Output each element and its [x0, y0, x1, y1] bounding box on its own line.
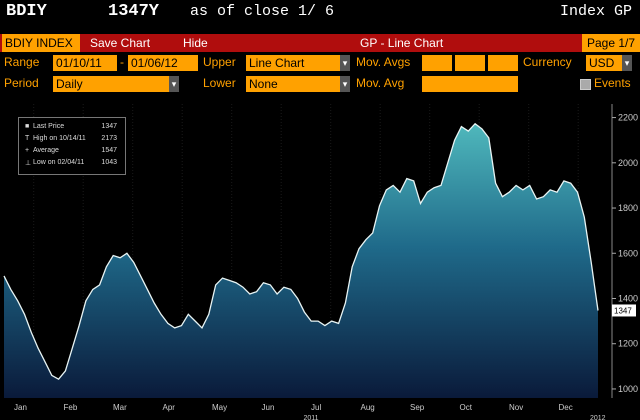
ticker-symbol: BDIY	[6, 2, 47, 21]
upper-select[interactable]: Line Chart	[246, 55, 350, 71]
security-header: BDIY 1347Y as of close 1/ 6 Index GP	[0, 0, 640, 24]
legend-high: T High on 10/14/11 2173	[25, 135, 117, 142]
mov-avg-field-3[interactable]	[488, 55, 518, 71]
last-value-label: 1347	[614, 306, 632, 315]
range-label: Range	[4, 55, 40, 69]
y-tick-label: 1600	[618, 248, 638, 258]
mov-avgs-label: Mov. Avgs	[356, 55, 411, 69]
average-icon: +	[25, 147, 30, 154]
high-icon: T	[25, 135, 30, 142]
mov-avg-field-2[interactable]	[455, 55, 485, 71]
legend-low: ⊥ Low on 02/04/11 1043	[25, 159, 117, 167]
controls-row-2: Period Daily Lower None Mov. Avg Events	[0, 75, 640, 93]
mov-avg-field[interactable]	[422, 76, 518, 92]
x-tick-label: Jul	[311, 403, 321, 412]
page-indicator[interactable]: Page 1/7	[582, 34, 640, 52]
y-tick-label: 1400	[618, 293, 638, 303]
x-tick-label: Mar	[113, 403, 127, 412]
currency-label: Currency	[523, 55, 572, 69]
x-tick-label: Oct	[460, 403, 473, 412]
period-label: Period	[4, 76, 39, 90]
x-tick-label: Feb	[64, 403, 78, 412]
price-chart: 1000 1200 1400 1600 1800 2000 2200 Jan Feb Mar Ap…	[0, 96, 640, 420]
range-start-input[interactable]: 01/10/11	[53, 55, 117, 71]
last-price: 1347Y	[108, 2, 160, 21]
legend-last-price: ■ Last Price 1347	[25, 123, 117, 130]
events-checkbox[interactable]	[580, 79, 591, 90]
chart-title: GP - Line Chart	[360, 36, 444, 50]
menu-bar: BDIY INDEX Save Chart Hide GP - Line Cha…	[0, 34, 640, 52]
chart-svg: 1000 1200 1400 1600 1800 2000 2200 Jan Feb Mar Ap…	[3, 104, 638, 420]
y-tick-label: 2000	[618, 158, 638, 168]
events-label: Events	[594, 76, 631, 90]
x-tick-label: Sep	[410, 403, 425, 412]
price-area	[4, 123, 598, 398]
hide-button[interactable]: Hide	[183, 36, 208, 50]
period-select[interactable]: Daily	[53, 76, 179, 92]
x-year-label: 2011	[303, 415, 318, 420]
x-tick-label: Dec	[559, 403, 573, 412]
x-tick-label: Jun	[262, 403, 275, 412]
last-value-flag	[612, 304, 636, 317]
y-tick-label: 1800	[618, 203, 638, 213]
range-end-input[interactable]: 01/06/12	[128, 55, 198, 71]
function-name: Index GP	[559, 3, 632, 20]
lower-select[interactable]: None	[246, 76, 350, 92]
lower-label: Lower	[203, 76, 236, 90]
mov-avg-label: Mov. Avg	[356, 76, 405, 90]
x-tick-label: May	[212, 403, 227, 412]
controls-row-1: Range 01/10/11 - 01/06/12 Upper Line Cha…	[0, 54, 640, 72]
save-chart-button[interactable]: Save Chart	[90, 36, 151, 50]
x-tick-label: Apr	[163, 403, 176, 412]
y-tick-label: 1200	[618, 339, 638, 349]
currency-select[interactable]: USD	[586, 55, 632, 71]
x-tick-label: Nov	[509, 403, 523, 412]
y-tick-label: 1000	[618, 384, 638, 394]
x-tick-label: Aug	[361, 403, 375, 412]
price-line	[3, 122, 599, 381]
legend-average: + Average 1547	[25, 147, 117, 154]
low-icon: ⊥	[25, 160, 32, 167]
y-tick-label: 2200	[618, 113, 638, 123]
x-tick-label: Jan	[14, 403, 27, 412]
range-separator: -	[120, 55, 124, 69]
mov-avg-field-1[interactable]	[422, 55, 452, 71]
as-of-date: as of close 1/ 6	[190, 3, 335, 20]
upper-label: Upper	[203, 55, 236, 69]
chart-legend: ■ Last Price 1347 T High on 10/14/11 217…	[18, 117, 126, 175]
ticker-field[interactable]: BDIY INDEX	[2, 34, 80, 52]
last-price-icon: ■	[25, 123, 30, 130]
x-year-label: 2012	[590, 415, 606, 420]
